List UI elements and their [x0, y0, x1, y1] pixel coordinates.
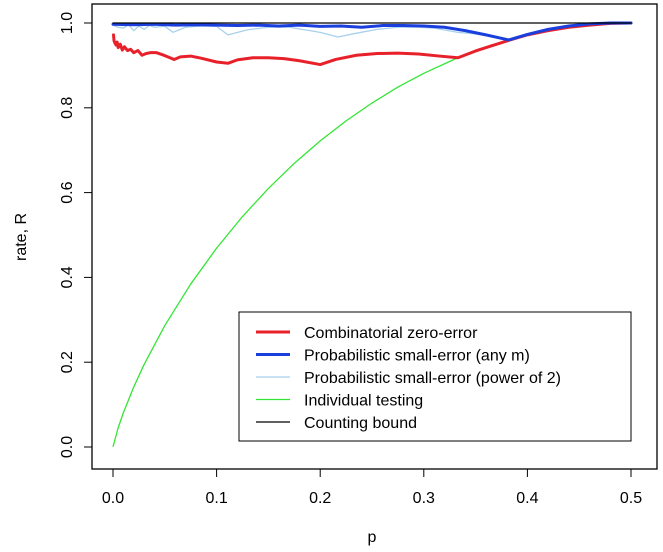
x-tick-label: 0.1	[205, 490, 227, 507]
x-tick-label: 0.5	[620, 490, 642, 507]
y-tick-label: 0.0	[59, 436, 76, 458]
x-tick-label: 0.2	[309, 490, 331, 507]
legend: Combinatorial zero-error Probabilistic sm…	[238, 311, 632, 442]
series-line-probabilistic-small-error-any-m	[111, 21, 633, 42]
x-axis: 0.0 0.1 0.2 0.3 0.4 0.5	[102, 468, 642, 507]
y-axis-title: rate, R	[13, 213, 30, 261]
series-line-individual-testing	[112, 56, 459, 448]
series-layer	[111, 21, 633, 448]
legend-label-individual-testing: Individual testing	[304, 393, 423, 410]
y-tick-label: 0.4	[59, 266, 76, 288]
legend-label-combinatorial-zero-error: Combinatorial zero-error	[304, 325, 478, 342]
x-axis-title: p	[368, 529, 377, 546]
y-tick-label: 0.2	[59, 351, 76, 373]
y-tick-label: 0.6	[59, 181, 76, 203]
legend-label-probabilistic-small-error-any-m: Probabilistic small-error (any m)	[304, 348, 530, 365]
x-tick-label: 0.0	[102, 490, 124, 507]
y-tick-label: 1.0	[59, 12, 76, 34]
x-tick-label: 0.3	[413, 490, 435, 507]
legend-label-probabilistic-small-error-power-of-2: Probabilistic small-error (power of 2)	[304, 370, 561, 387]
x-tick-label: 0.4	[516, 490, 538, 507]
legend-label-counting-bound: Counting bound	[304, 415, 417, 432]
series-line-combinatorial-zero-error	[112, 21, 633, 67]
y-tick-label: 0.8	[59, 97, 76, 119]
legend-box	[238, 311, 632, 442]
y-axis: 0.0 0.2 0.4 0.6 0.8 1.0	[59, 12, 93, 458]
